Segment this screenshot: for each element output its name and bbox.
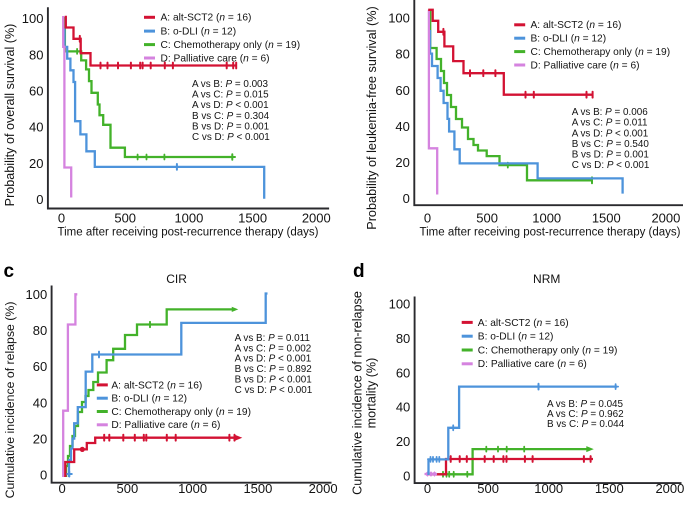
svg-text:A: alt-SCT2 (n = 16): A: alt-SCT2 (n = 16) xyxy=(478,318,569,329)
svg-text:0: 0 xyxy=(58,481,65,496)
svg-text:A vs C: P = 0.002: A vs C: P = 0.002 xyxy=(235,343,312,354)
svg-text:Probability of leukemia-free s: Probability of leukemia-free survival (%… xyxy=(365,6,379,230)
svg-text:Time after receiving post-recu: Time after receiving post-recurrence the… xyxy=(420,227,681,239)
svg-text:0: 0 xyxy=(424,481,431,496)
svg-text:20: 20 xyxy=(395,155,409,170)
svg-text:A vs D: P < 0.001: A vs D: P < 0.001 xyxy=(235,354,312,365)
svg-text:2000: 2000 xyxy=(309,481,338,496)
svg-text:A: alt-SCT2 (n = 16): A: alt-SCT2 (n = 16) xyxy=(531,20,622,31)
svg-text:100: 100 xyxy=(25,287,47,302)
svg-text:1000: 1000 xyxy=(174,211,203,226)
svg-text:0: 0 xyxy=(403,468,410,483)
svg-text:A vs C: P = 0.015: A vs C: P = 0.015 xyxy=(192,90,269,101)
svg-text:0: 0 xyxy=(424,211,431,226)
svg-text:NRM: NRM xyxy=(533,272,560,286)
svg-text:1500: 1500 xyxy=(592,211,621,226)
svg-text:B vs C: P = 0.540: B vs C: P = 0.540 xyxy=(572,139,650,150)
svg-text:0: 0 xyxy=(40,468,47,483)
svg-text:B vs D: P = 0.001: B vs D: P = 0.001 xyxy=(192,121,270,132)
svg-text:0: 0 xyxy=(36,192,43,207)
svg-text:2000: 2000 xyxy=(655,481,684,496)
svg-text:Time after receiving post-recu: Time after receiving post-recurrence the… xyxy=(58,227,319,239)
svg-text:1000: 1000 xyxy=(178,481,207,496)
svg-text:80: 80 xyxy=(29,47,43,62)
svg-text:1500: 1500 xyxy=(595,481,624,496)
svg-text:C: Chemotherapy only (n = 19): C: Chemotherapy only (n = 19) xyxy=(531,47,671,58)
svg-text:D: Palliative care (n = 6): D: Palliative care (n = 6) xyxy=(478,359,587,370)
svg-text:B vs D: P < 0.001: B vs D: P < 0.001 xyxy=(235,375,313,386)
svg-text:40: 40 xyxy=(29,120,43,135)
svg-text:A vs C: P = 0.011: A vs C: P = 0.011 xyxy=(572,118,648,129)
svg-text:C: Chemotherapy only (n = 19): C: Chemotherapy only (n = 19) xyxy=(161,40,301,51)
svg-text:2000: 2000 xyxy=(651,211,680,226)
svg-text:60: 60 xyxy=(29,84,43,99)
svg-text:80: 80 xyxy=(33,323,47,338)
svg-text:Cumulative incidence of non-re: Cumulative incidence of non-relapse xyxy=(351,291,365,495)
svg-text:100: 100 xyxy=(388,11,410,26)
svg-text:A vs B: P = 0.045: A vs B: P = 0.045 xyxy=(547,399,624,410)
svg-text:C vs D: P < 0.001: C vs D: P < 0.001 xyxy=(572,160,650,171)
svg-text:80: 80 xyxy=(395,47,409,62)
svg-text:1500: 1500 xyxy=(243,481,272,496)
svg-text:B: o-DLI (n = 12): B: o-DLI (n = 12) xyxy=(478,332,554,343)
svg-text:500: 500 xyxy=(477,481,499,496)
svg-text:B: o-DLI (n = 12): B: o-DLI (n = 12) xyxy=(161,27,237,38)
svg-text:100: 100 xyxy=(389,297,411,312)
svg-text:500: 500 xyxy=(117,481,139,496)
svg-text:B vs C: P = 0.044: B vs C: P = 0.044 xyxy=(547,419,625,430)
svg-text:20: 20 xyxy=(33,432,47,447)
svg-text:B vs C: P = 0.892: B vs C: P = 0.892 xyxy=(235,364,312,375)
svg-text:A vs B: P = 0.003: A vs B: P = 0.003 xyxy=(192,79,269,90)
svg-text:D: Palliative care (n = 6): D: Palliative care (n = 6) xyxy=(161,53,270,64)
svg-text:500: 500 xyxy=(114,211,136,226)
svg-text:1000: 1000 xyxy=(534,481,563,496)
svg-text:40: 40 xyxy=(396,400,410,415)
svg-text:B vs C: P = 0.304: B vs C: P = 0.304 xyxy=(192,111,270,122)
svg-text:D: Palliative care (n = 6): D: Palliative care (n = 6) xyxy=(111,420,220,431)
svg-text:60: 60 xyxy=(33,359,47,374)
svg-text:0: 0 xyxy=(403,191,410,206)
svg-text:A vs B: P = 0.011: A vs B: P = 0.011 xyxy=(235,333,311,344)
svg-text:C vs D: P < 0.001: C vs D: P < 0.001 xyxy=(235,385,313,396)
svg-text:1500: 1500 xyxy=(238,211,267,226)
svg-text:B: o-DLI (n = 12): B: o-DLI (n = 12) xyxy=(531,34,607,45)
svg-text:Cumulative incidence of relaps: Cumulative incidence of relapse (%) xyxy=(3,302,17,499)
svg-text:40: 40 xyxy=(395,119,409,134)
svg-text:1000: 1000 xyxy=(532,211,561,226)
svg-text:CIR: CIR xyxy=(166,272,187,286)
svg-text:Probability of overall surviva: Probability of overall survival (%) xyxy=(3,24,17,207)
svg-text:C: Chemotherapy only (n = 19): C: Chemotherapy only (n = 19) xyxy=(478,345,618,356)
svg-text:60: 60 xyxy=(396,365,410,380)
svg-text:100: 100 xyxy=(22,11,44,26)
svg-text:20: 20 xyxy=(396,434,410,449)
svg-text:2000: 2000 xyxy=(302,211,331,226)
svg-text:80: 80 xyxy=(396,331,410,346)
svg-text:B: o-DLI (n = 12): B: o-DLI (n = 12) xyxy=(111,394,187,405)
svg-text:60: 60 xyxy=(395,83,409,98)
svg-text:B vs D: P = 0.001: B vs D: P = 0.001 xyxy=(572,150,650,161)
svg-text:40: 40 xyxy=(33,395,47,410)
svg-text:A vs D: P < 0.001: A vs D: P < 0.001 xyxy=(192,100,269,111)
svg-text:20: 20 xyxy=(29,156,43,171)
svg-text:A: alt-SCT2 (n = 16): A: alt-SCT2 (n = 16) xyxy=(111,380,202,391)
svg-text:A vs B: P = 0.006: A vs B: P = 0.006 xyxy=(572,107,649,118)
svg-text:A: alt-SCT2 (n = 16): A: alt-SCT2 (n = 16) xyxy=(161,13,252,24)
svg-text:A vs C: P = 0.962: A vs C: P = 0.962 xyxy=(547,409,624,420)
svg-text:0: 0 xyxy=(58,211,65,226)
svg-text:d: d xyxy=(353,261,365,282)
svg-text:C: Chemotherapy only (n = 19): C: Chemotherapy only (n = 19) xyxy=(111,407,251,418)
svg-text:C vs D: P < 0.001: C vs D: P < 0.001 xyxy=(192,132,270,143)
svg-text:500: 500 xyxy=(476,211,498,226)
svg-text:mortality (%): mortality (%) xyxy=(365,358,379,429)
svg-text:c: c xyxy=(4,261,15,282)
svg-text:D: Palliative care (n = 6): D: Palliative care (n = 6) xyxy=(531,60,640,71)
svg-text:A vs D: P < 0.001: A vs D: P < 0.001 xyxy=(572,128,649,139)
